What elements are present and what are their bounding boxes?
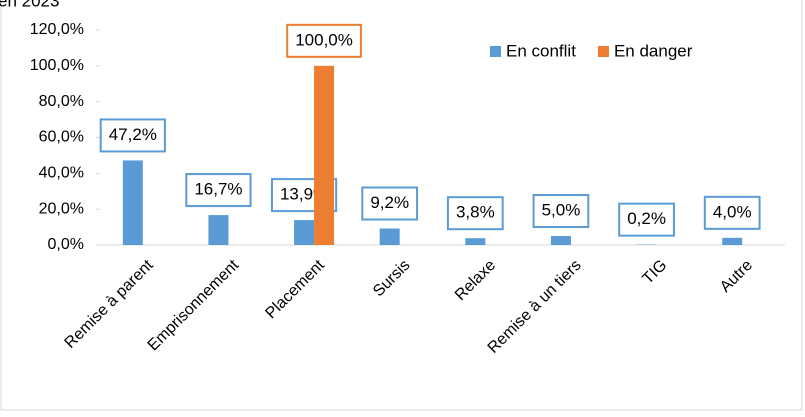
data-label: 16,7% bbox=[194, 180, 242, 199]
legend-label: En conflit bbox=[506, 41, 576, 60]
data-label-box bbox=[99, 118, 166, 153]
bar bbox=[465, 238, 486, 245]
data-label-box bbox=[286, 23, 362, 58]
data-label-box bbox=[618, 202, 675, 237]
bar bbox=[314, 65, 335, 245]
data-label-box bbox=[361, 186, 419, 221]
y-tick-label: 20,0% bbox=[39, 200, 84, 217]
y-tick-label: 80,0% bbox=[39, 93, 84, 110]
chart-title: en 2023 bbox=[0, 0, 59, 10]
data-label-box bbox=[703, 195, 761, 230]
legend-swatch bbox=[490, 46, 501, 57]
data-label: 3,8% bbox=[456, 203, 495, 222]
bar bbox=[208, 215, 229, 245]
y-tick-label: 60,0% bbox=[39, 129, 84, 146]
data-label-box bbox=[446, 196, 504, 231]
y-tick-label: 0,0% bbox=[48, 236, 84, 253]
data-label: 9,2% bbox=[370, 193, 409, 212]
y-tick-label: 120,0% bbox=[30, 21, 84, 38]
bar bbox=[550, 236, 571, 245]
legend-swatch bbox=[597, 46, 609, 57]
bar bbox=[294, 220, 315, 245]
y-tick-label: 40,0% bbox=[39, 165, 84, 182]
data-label: 100,0% bbox=[295, 30, 353, 49]
data-label: 0,2% bbox=[627, 209, 666, 228]
bar bbox=[379, 228, 400, 245]
bar bbox=[122, 160, 143, 245]
y-tick-label: 100,0% bbox=[30, 57, 84, 74]
data-label-box bbox=[270, 178, 338, 213]
data-label: 5,0% bbox=[542, 201, 581, 220]
legend-label: En danger bbox=[614, 41, 693, 60]
bar bbox=[722, 237, 743, 245]
data-label-box bbox=[185, 173, 252, 208]
data-label-box bbox=[532, 194, 590, 229]
data-label: 4,0% bbox=[713, 202, 752, 221]
data-label: 47,2% bbox=[109, 125, 157, 144]
